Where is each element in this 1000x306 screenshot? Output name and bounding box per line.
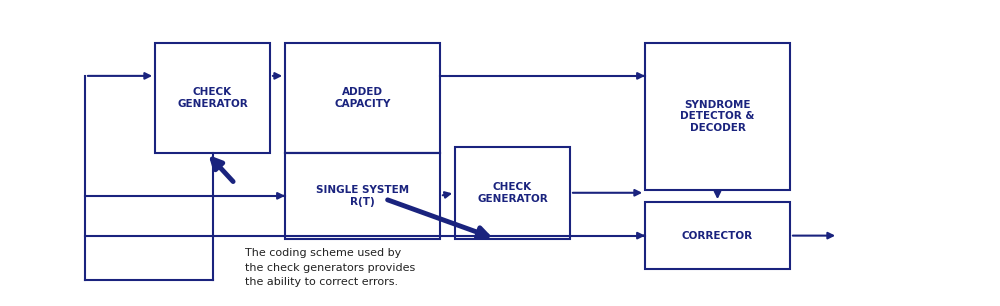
- Text: CHECK
GENERATOR: CHECK GENERATOR: [177, 87, 248, 109]
- FancyBboxPatch shape: [285, 153, 440, 239]
- FancyBboxPatch shape: [645, 202, 790, 269]
- Text: SYNDROME
DETECTOR &
DECODER: SYNDROME DETECTOR & DECODER: [680, 100, 755, 133]
- FancyBboxPatch shape: [455, 147, 570, 239]
- Text: ADDED
CAPACITY: ADDED CAPACITY: [334, 87, 391, 109]
- FancyBboxPatch shape: [155, 43, 270, 153]
- Text: The coding scheme used by
the check generators provides
the ability to correct e: The coding scheme used by the check gene…: [245, 248, 415, 287]
- FancyBboxPatch shape: [285, 43, 440, 153]
- FancyBboxPatch shape: [645, 43, 790, 190]
- Text: CHECK
GENERATOR: CHECK GENERATOR: [477, 182, 548, 203]
- Text: CORRECTOR: CORRECTOR: [682, 231, 753, 241]
- Text: SINGLE SYSTEM
R(T): SINGLE SYSTEM R(T): [316, 185, 409, 207]
